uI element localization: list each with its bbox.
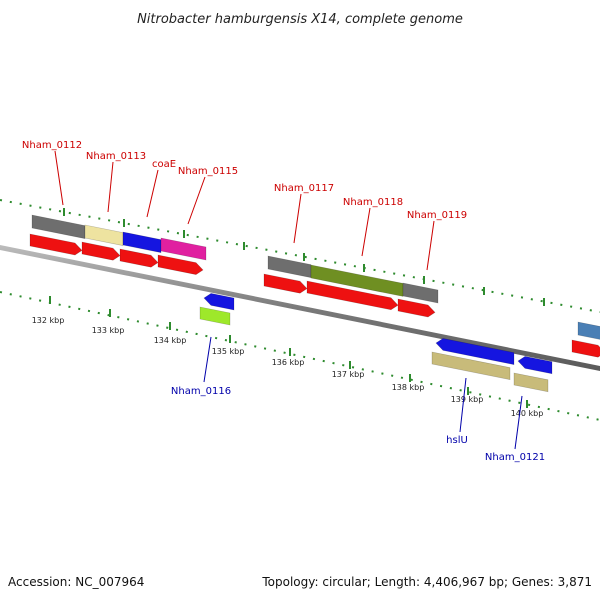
inner-tick-track bbox=[0, 291, 600, 421]
gene-label[interactable]: Nham_0119 bbox=[407, 210, 467, 221]
gene-leader-line bbox=[293, 193, 302, 244]
tick-label: 136 kbp bbox=[272, 358, 305, 367]
genome-summary-text: Topology: circular; Length: 4,406,967 bp… bbox=[261, 575, 592, 589]
feature-olive[interactable] bbox=[310, 264, 404, 297]
gene-label[interactable]: Nham_0117 bbox=[274, 183, 334, 194]
feature-steelblue[interactable] bbox=[577, 321, 600, 340]
gene-label[interactable]: Nham_0112 bbox=[22, 140, 82, 151]
gene-label[interactable]: Nham_0115 bbox=[178, 166, 238, 177]
gene-leader-line bbox=[459, 377, 467, 433]
gene-arrow-forward[interactable] bbox=[81, 241, 121, 261]
feature-khaki[interactable] bbox=[431, 351, 511, 380]
gene-leader-line bbox=[361, 207, 371, 257]
tick-marks: 132 kbp 133 kbp 134 kbp 135 kbp 136 kbp 137 k… bbox=[32, 208, 545, 418]
feature-khaki[interactable] bbox=[513, 372, 549, 393]
gene-arrow-forward[interactable] bbox=[263, 273, 308, 294]
tick-label: 140 kbp bbox=[511, 409, 544, 418]
gene-arrow-forward[interactable] bbox=[571, 339, 600, 358]
gene-arrow-forward[interactable] bbox=[397, 298, 436, 318]
gene-arrow-forward[interactable] bbox=[306, 280, 399, 311]
gene-arrow-forward[interactable] bbox=[119, 248, 159, 268]
outer-tick-track bbox=[0, 199, 600, 313]
gene-leader-line bbox=[426, 220, 435, 271]
tick-label: 133 kbp bbox=[92, 326, 125, 335]
genome-backbone bbox=[0, 245, 600, 371]
feature-yellow[interactable] bbox=[84, 224, 124, 246]
gene-arrow-forward[interactable] bbox=[157, 254, 204, 275]
gene-leader-line bbox=[514, 395, 523, 450]
gene-arrow-reverse[interactable] bbox=[435, 338, 515, 365]
feature-gray[interactable] bbox=[402, 282, 439, 304]
tick-label: 135 kbp bbox=[212, 347, 245, 356]
gene-leader-line bbox=[107, 161, 114, 213]
gene-leader-line bbox=[146, 169, 159, 218]
feature-lime[interactable] bbox=[199, 306, 231, 326]
gene-label[interactable]: Nham_0116 bbox=[171, 386, 231, 397]
gene-label[interactable]: coaE bbox=[152, 159, 176, 170]
gene-arrow-reverse[interactable] bbox=[517, 356, 553, 375]
tick-label: 139 kbp bbox=[451, 395, 484, 404]
tick-label: 132 kbp bbox=[32, 316, 65, 325]
gene-label[interactable]: Nham_0113 bbox=[86, 151, 146, 162]
tick-label: 137 kbp bbox=[332, 370, 365, 379]
gene-label[interactable]: Nham_0121 bbox=[485, 452, 545, 463]
gene-features bbox=[29, 214, 600, 393]
gene-label[interactable]: Nham_0118 bbox=[343, 197, 403, 208]
map-title: Nitrobacter hamburgensis X14, complete g… bbox=[137, 12, 463, 27]
gene-leader-line bbox=[54, 150, 64, 206]
tick-label: 138 kbp bbox=[392, 383, 425, 392]
feature-gray[interactable] bbox=[31, 214, 86, 239]
accession-text: Accession: NC_007964 bbox=[8, 575, 144, 589]
gene-label[interactable]: hslU bbox=[446, 435, 468, 446]
gene-arrow-forward[interactable] bbox=[29, 233, 83, 256]
gene-leader-line bbox=[203, 336, 212, 383]
tick-label: 134 kbp bbox=[154, 336, 187, 345]
feature-magenta[interactable] bbox=[160, 237, 207, 261]
gene-leader-line bbox=[187, 176, 206, 225]
feature-blue[interactable] bbox=[122, 231, 162, 253]
gene-arrow-reverse[interactable] bbox=[203, 293, 235, 311]
